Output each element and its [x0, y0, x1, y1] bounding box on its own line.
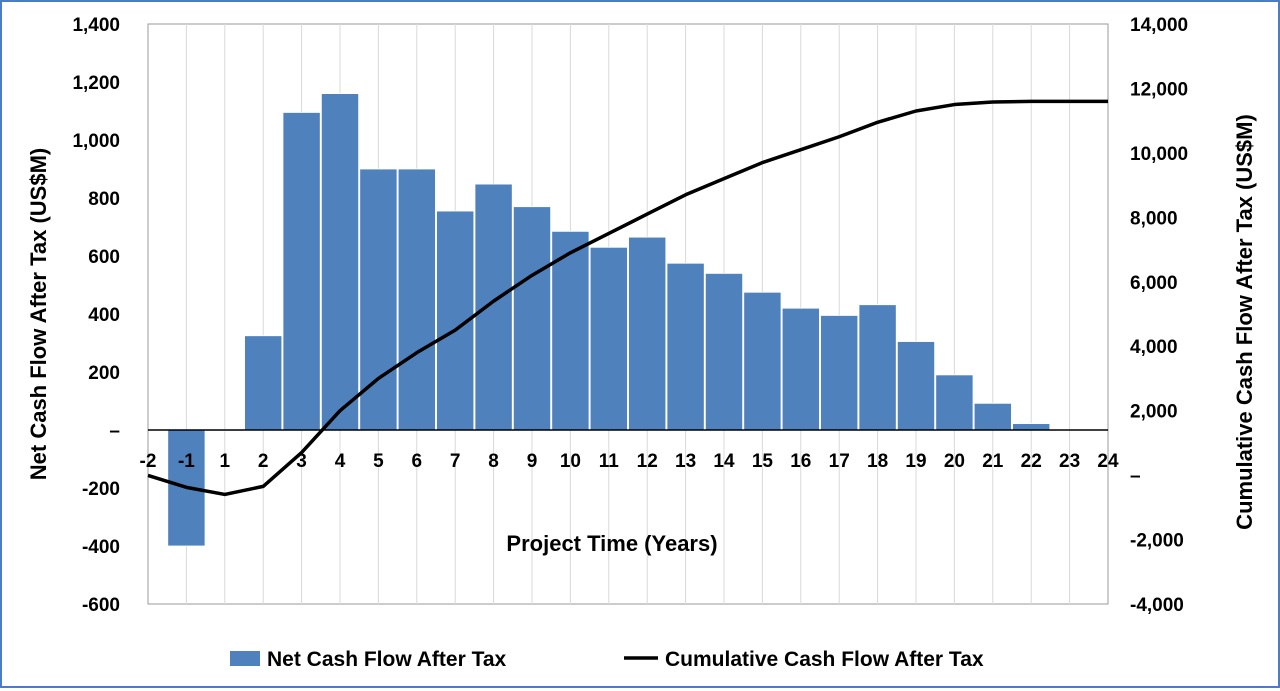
line-series — [147, 99, 1108, 497]
x-tick-label: 19 — [905, 451, 926, 472]
y-axis-ticks: 1,400 1,200 1,000 800 600 400 200 – -200 -400 -600 — [72, 15, 120, 616]
x-axis-title: Project Time (Years) — [506, 531, 717, 556]
x-tick-label: 21 — [982, 451, 1004, 472]
y2-tick-label: 4,000 — [1130, 337, 1178, 358]
bar — [781, 307, 820, 431]
bar — [512, 206, 552, 431]
y2-tick-label: 8,000 — [1130, 208, 1178, 229]
y-tick-label: – — [109, 421, 120, 442]
bar — [743, 291, 782, 431]
x-tick-label: 2 — [258, 451, 269, 472]
bar — [973, 402, 1012, 431]
y2-tick-label: 10,000 — [1130, 144, 1188, 165]
legend-bar-swatch — [230, 651, 260, 666]
y-tick-label: -400 — [82, 537, 120, 558]
y-tick-label: 1,400 — [72, 15, 120, 36]
y2-axis-title: Cumulative Cash Flow After Tax (US$M) — [1232, 114, 1257, 530]
y-tick-label: 600 — [88, 247, 120, 268]
y-tick-label: 400 — [88, 305, 120, 326]
x-tick-label: 8 — [488, 451, 499, 472]
x-tick-label: 1 — [220, 451, 231, 472]
y2-tick-label: 12,000 — [1130, 79, 1188, 100]
x-tick-label: 6 — [412, 451, 423, 472]
bar — [589, 246, 628, 431]
x-tick-label: 22 — [1021, 451, 1042, 472]
x-tick-label: 13 — [675, 451, 696, 472]
bar — [359, 168, 398, 431]
x-tick-label: 24 — [1097, 451, 1119, 472]
y2-tick-label: 14,000 — [1130, 15, 1188, 36]
y2-tick-label: – — [1130, 466, 1141, 487]
x-tick-label: 18 — [867, 451, 888, 472]
x-tick-label: 23 — [1059, 451, 1080, 472]
y-tick-label: 1,200 — [72, 73, 120, 94]
x-axis-ticks: -2 -1 1 2 3 4 5 6 7 8 9 10 11 12 13 14 15 16 17 18 19 20 21 22 2… — [140, 451, 1119, 472]
y2-tick-label: -2,000 — [1130, 531, 1184, 552]
legend-bar-label: Net Cash Flow After Tax — [267, 648, 507, 671]
bar-series — [167, 93, 1051, 547]
bar — [397, 168, 436, 431]
bar — [551, 230, 590, 431]
x-tick-label: 17 — [829, 451, 850, 472]
x-tick-label: -1 — [178, 451, 195, 472]
bar — [282, 112, 321, 431]
y-tick-label: -200 — [82, 479, 120, 500]
bar — [1012, 423, 1051, 431]
y2-axis-ticks: 14,000 12,000 10,000 8,000 6,000 4,000 2,000 – -… — [1130, 15, 1188, 616]
legend-line-label: Cumulative Cash Flow After Tax — [665, 648, 984, 671]
y-tick-label: 800 — [88, 189, 120, 210]
bar — [858, 304, 897, 431]
bar — [320, 93, 360, 431]
x-tick-label: 16 — [790, 451, 811, 472]
x-tick-label: 5 — [373, 451, 384, 472]
x-tick-label: 3 — [296, 451, 307, 472]
bar — [820, 315, 859, 431]
x-tick-label: 10 — [560, 451, 581, 472]
bar — [666, 262, 705, 431]
y2-tick-label: 2,000 — [1130, 402, 1178, 423]
y-tick-label: 200 — [88, 363, 120, 384]
x-tick-label: 11 — [599, 451, 620, 472]
x-tick-label: -2 — [140, 451, 157, 472]
legend: Net Cash Flow After Tax Cumulative Cash … — [230, 648, 984, 671]
x-tick-label: 12 — [637, 451, 658, 472]
bar — [628, 236, 667, 431]
y-axis-title: Net Cash Flow After Tax (US$M) — [26, 148, 51, 480]
x-tick-label: 14 — [713, 451, 735, 472]
cumulative-line — [147, 99, 1108, 497]
y-tick-label: 1,000 — [72, 131, 120, 152]
x-tick-label: 20 — [944, 451, 965, 472]
x-tick-label: 9 — [527, 451, 538, 472]
x-tick-label: 4 — [335, 451, 346, 472]
bar — [896, 341, 936, 431]
y2-tick-label: -4,000 — [1130, 595, 1184, 616]
bar — [244, 335, 283, 431]
y-tick-label: -600 — [82, 595, 120, 616]
bar — [935, 374, 974, 431]
bar — [704, 272, 744, 431]
y2-tick-label: 6,000 — [1130, 273, 1178, 294]
x-tick-label: 7 — [450, 451, 461, 472]
bar — [474, 183, 513, 431]
x-tick-label: 15 — [752, 451, 774, 472]
